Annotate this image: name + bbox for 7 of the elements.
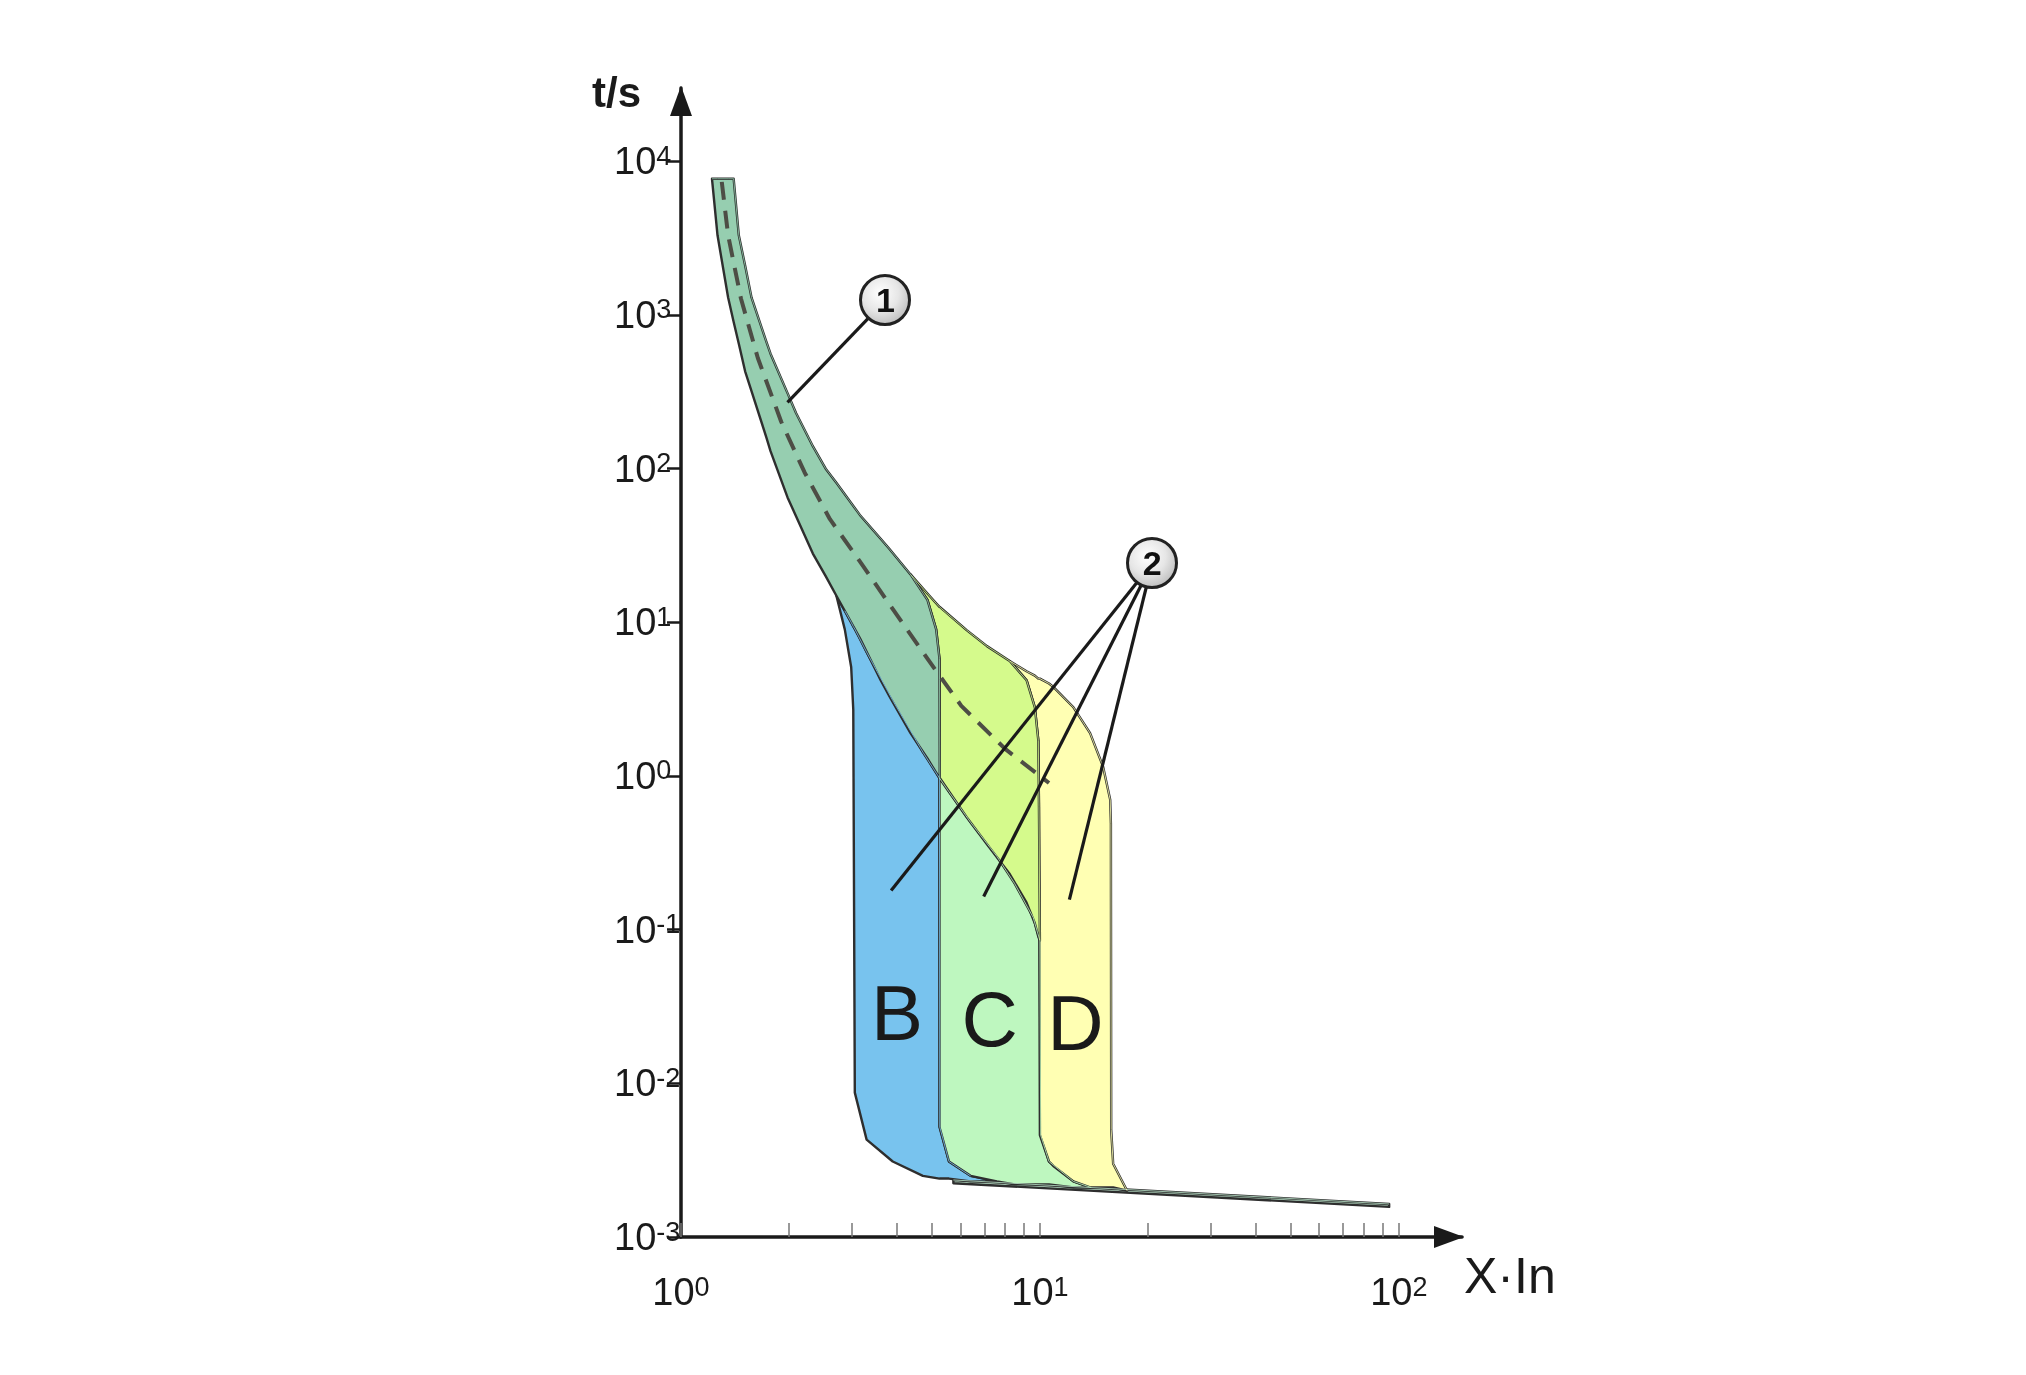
x-axis-title: X·In (1464, 1248, 1556, 1304)
y-axis-title: t/s (591, 68, 641, 116)
annotation: 1 (876, 281, 895, 320)
series-label: C (961, 975, 1018, 1064)
series-label: B (871, 969, 924, 1058)
series-label: D (1047, 978, 1104, 1067)
annotation: 2 (1142, 544, 1162, 583)
